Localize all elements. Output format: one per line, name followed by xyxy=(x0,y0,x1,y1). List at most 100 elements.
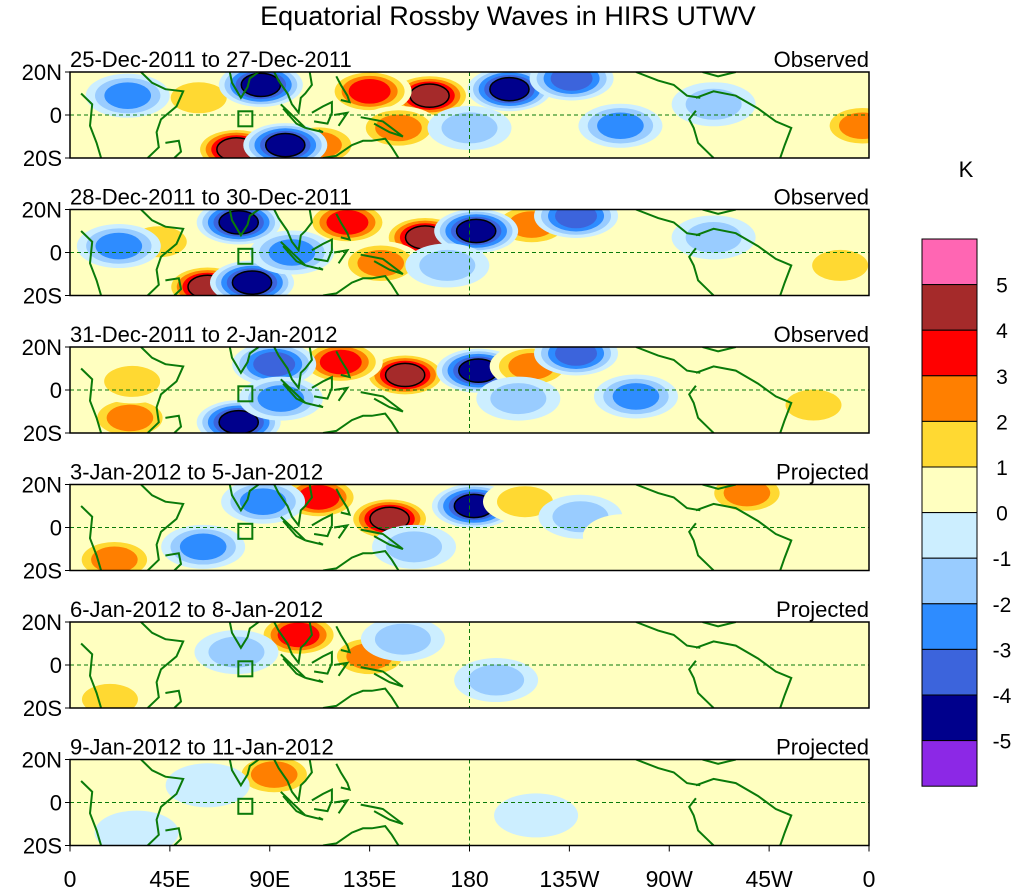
coastline xyxy=(80,642,103,708)
region-box-marker xyxy=(237,110,254,128)
coastline xyxy=(80,505,103,571)
anomaly-blob xyxy=(494,793,579,838)
coastline xyxy=(360,116,404,138)
x-tick-label: 0 xyxy=(64,866,77,890)
x-tick-label: 45E xyxy=(149,866,190,890)
coastline xyxy=(702,484,737,490)
coastline xyxy=(80,92,103,158)
y-tick-label: 20N xyxy=(22,198,62,223)
anomaly-blob xyxy=(405,243,490,288)
region-box-marker xyxy=(237,385,254,403)
coastline xyxy=(273,622,313,666)
colorbar-swatch xyxy=(921,238,978,286)
coastline xyxy=(305,539,324,546)
coastline xyxy=(311,788,333,813)
coastline xyxy=(702,72,737,78)
anomaly-blob xyxy=(529,72,614,101)
coastline xyxy=(688,247,715,296)
coastline xyxy=(322,137,400,158)
anomaly-blob xyxy=(434,209,519,253)
coastline xyxy=(335,488,352,516)
coastline xyxy=(635,759,701,787)
y-tick-label: 20S xyxy=(23,146,62,171)
x-tick-label: 135E xyxy=(343,866,397,890)
coastline xyxy=(140,72,185,158)
panel-status-label: Observed xyxy=(774,322,869,347)
y-tick-label: 20S xyxy=(23,559,62,584)
coastline xyxy=(635,347,701,374)
anomaly-blob xyxy=(372,524,457,569)
coastline xyxy=(360,666,404,688)
coastline xyxy=(305,676,324,684)
coastline xyxy=(140,622,185,708)
panel-period-label: 3-Jan-2012 to 5-Jan-2012 xyxy=(70,460,323,485)
anomaly-blob xyxy=(671,82,756,127)
panel-period-label: 25-Dec-2011 to 27-Dec-2011 xyxy=(70,47,352,72)
coastline xyxy=(273,347,313,391)
coastline xyxy=(322,275,400,296)
coastline xyxy=(165,414,183,433)
coastline xyxy=(228,484,260,513)
coastline xyxy=(702,622,737,628)
coastline xyxy=(702,347,737,353)
y-tick-label: 20N xyxy=(22,335,62,360)
colorbar-unit-label: K xyxy=(959,157,974,182)
panel-status-label: Projected xyxy=(776,735,869,760)
panel-4: 20N 0 20S 3-Jan-2012 to 5-Jan-2012 Projected xyxy=(22,460,870,584)
colorbar-swatch xyxy=(921,648,978,696)
contour-field xyxy=(70,484,869,571)
anomaly-blob xyxy=(243,123,328,158)
anomaly-blob xyxy=(427,105,512,150)
x-tick-label: 45W xyxy=(745,866,793,890)
colorbar-tick-label: 1 xyxy=(996,457,1008,480)
coastline xyxy=(228,759,260,788)
coastlines xyxy=(80,209,793,296)
coastline xyxy=(228,347,260,375)
anomaly-blob xyxy=(165,763,250,808)
region-box-marker xyxy=(237,660,254,678)
colorbar-tick-label: -2 xyxy=(993,594,1012,617)
coastline xyxy=(305,126,324,134)
coastline xyxy=(702,209,737,215)
coastline xyxy=(333,248,350,264)
coastline xyxy=(311,650,333,675)
coastline xyxy=(165,139,183,158)
colorbar-swatch xyxy=(921,512,978,559)
coastline xyxy=(360,391,404,413)
coastline xyxy=(635,622,701,649)
anomaly-blob xyxy=(593,778,678,823)
colorbar-tick-label: -1 xyxy=(993,548,1012,571)
coastline xyxy=(228,209,260,238)
coastline xyxy=(273,484,313,528)
anomaly-blob xyxy=(671,215,756,260)
anomaly-blob xyxy=(327,72,412,114)
anomaly-blob xyxy=(693,622,778,657)
anomaly-blob xyxy=(232,347,317,387)
colorbar: K 5 4 3 2 1 0 -1 -2 -3 -4 -5 xyxy=(921,157,1012,787)
colorbar-tick-label: -5 xyxy=(993,731,1012,754)
coastline xyxy=(273,209,313,253)
contour-field xyxy=(70,622,869,708)
coastline xyxy=(311,513,333,538)
chart-title: Equatorial Rossby Waves in HIRS UTWV xyxy=(260,1,756,31)
anomaly-blob xyxy=(232,759,317,797)
colorbar-tick-label: 5 xyxy=(996,275,1008,298)
region-box-marker xyxy=(237,797,254,815)
coastline xyxy=(702,759,737,765)
panel-period-label: 28-Dec-2011 to 30-Dec-2011 xyxy=(70,185,352,210)
coastline xyxy=(335,75,352,104)
coastline xyxy=(333,524,350,539)
y-tick-label: 0 xyxy=(50,653,62,678)
coastline xyxy=(335,763,352,791)
coastline xyxy=(322,412,400,433)
coastline xyxy=(140,347,185,433)
panel-stack: 20N 0 20S 25-Dec-2011 to 27-Dec-2011 Observe… xyxy=(22,47,870,859)
anomaly-blob xyxy=(771,383,856,428)
coastline xyxy=(333,661,350,677)
colorbar-swatch xyxy=(921,420,978,468)
panel-status-label: Projected xyxy=(776,460,869,485)
anomaly-blob xyxy=(582,514,667,559)
coastline xyxy=(322,550,400,571)
anomaly-blob xyxy=(578,103,663,148)
coastline xyxy=(311,375,333,400)
